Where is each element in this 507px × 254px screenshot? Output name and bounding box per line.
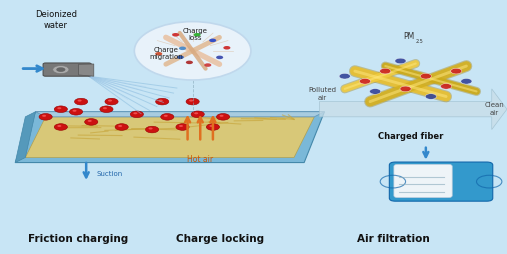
Circle shape — [172, 33, 179, 37]
Circle shape — [194, 112, 198, 114]
Text: Charge locking: Charge locking — [176, 234, 265, 244]
Circle shape — [189, 100, 193, 102]
Circle shape — [461, 78, 472, 84]
Circle shape — [118, 125, 122, 127]
Circle shape — [54, 124, 67, 130]
Circle shape — [216, 114, 230, 120]
Circle shape — [115, 124, 128, 130]
Circle shape — [441, 84, 452, 89]
Circle shape — [105, 98, 118, 105]
Circle shape — [339, 73, 350, 79]
Circle shape — [370, 89, 381, 94]
Circle shape — [179, 46, 186, 50]
Polygon shape — [25, 117, 314, 157]
Text: Deionized
water: Deionized water — [35, 10, 77, 30]
Circle shape — [400, 86, 411, 92]
Circle shape — [380, 68, 391, 74]
Text: Hot air: Hot air — [187, 155, 213, 164]
FancyBboxPatch shape — [43, 63, 91, 76]
Text: Polluted
air: Polluted air — [308, 87, 336, 101]
Circle shape — [186, 61, 193, 64]
Circle shape — [108, 100, 112, 102]
Text: Charge
migration: Charge migration — [150, 47, 184, 60]
Circle shape — [420, 73, 431, 79]
Circle shape — [78, 100, 82, 102]
Circle shape — [223, 46, 230, 50]
Circle shape — [133, 112, 137, 114]
Circle shape — [164, 115, 168, 117]
Text: Charged fiber: Charged fiber — [378, 132, 443, 141]
Circle shape — [161, 114, 174, 120]
Text: 2.5: 2.5 — [416, 39, 423, 44]
Circle shape — [73, 110, 77, 112]
FancyBboxPatch shape — [394, 164, 452, 198]
Circle shape — [156, 98, 169, 105]
Circle shape — [395, 58, 406, 64]
Circle shape — [57, 107, 61, 109]
Circle shape — [130, 111, 143, 118]
Circle shape — [75, 98, 88, 105]
Circle shape — [209, 125, 213, 127]
Circle shape — [359, 78, 371, 84]
Polygon shape — [15, 112, 35, 163]
Circle shape — [57, 125, 61, 127]
Circle shape — [191, 111, 204, 118]
Polygon shape — [79, 64, 94, 76]
Circle shape — [103, 107, 107, 109]
Circle shape — [146, 126, 159, 133]
Text: Friction charging: Friction charging — [28, 234, 129, 244]
Circle shape — [206, 124, 220, 130]
Circle shape — [88, 120, 92, 122]
Circle shape — [159, 100, 163, 102]
Text: Suction: Suction — [96, 171, 123, 177]
Circle shape — [220, 115, 224, 117]
Polygon shape — [15, 112, 324, 163]
Circle shape — [451, 68, 462, 74]
Circle shape — [39, 114, 52, 120]
Circle shape — [216, 56, 223, 59]
Circle shape — [209, 39, 216, 42]
Circle shape — [155, 52, 162, 56]
Circle shape — [177, 55, 184, 59]
Circle shape — [186, 98, 199, 105]
Circle shape — [56, 67, 65, 72]
Polygon shape — [319, 89, 507, 130]
Circle shape — [425, 94, 437, 99]
Polygon shape — [35, 112, 324, 117]
Circle shape — [176, 124, 189, 130]
Circle shape — [54, 106, 67, 113]
Text: Clean
air: Clean air — [484, 102, 504, 116]
Circle shape — [53, 66, 69, 74]
Circle shape — [194, 33, 201, 37]
Text: Charge
loss: Charge loss — [183, 28, 207, 41]
Circle shape — [149, 128, 153, 130]
Circle shape — [204, 63, 211, 67]
Circle shape — [69, 108, 83, 115]
Circle shape — [42, 115, 46, 117]
Circle shape — [100, 106, 113, 113]
Circle shape — [179, 125, 183, 127]
FancyBboxPatch shape — [389, 162, 493, 201]
Text: PM: PM — [403, 32, 414, 41]
Circle shape — [134, 22, 251, 80]
Text: Air filtration: Air filtration — [356, 234, 429, 244]
Circle shape — [85, 119, 98, 125]
